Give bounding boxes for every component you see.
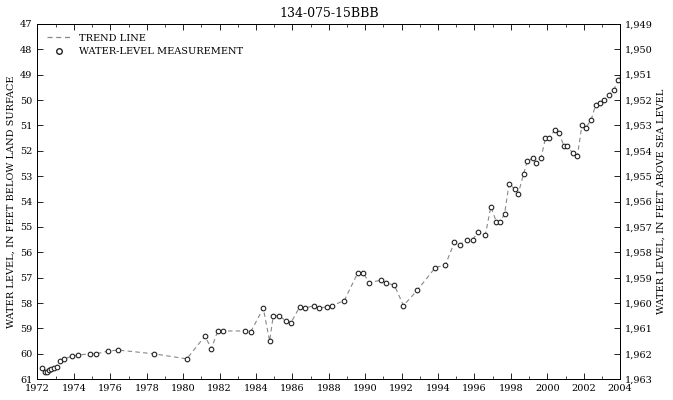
Point	[46, 366, 57, 372]
Point	[440, 262, 451, 268]
Point	[55, 358, 65, 365]
Point	[499, 211, 510, 218]
Point	[398, 302, 409, 309]
Point	[245, 329, 256, 336]
Point	[559, 142, 569, 149]
Point	[59, 356, 69, 362]
Point	[294, 304, 305, 310]
Point	[182, 356, 192, 362]
Point	[485, 204, 496, 210]
Point	[462, 236, 472, 243]
Point	[112, 347, 123, 353]
Point	[240, 328, 250, 334]
Point	[90, 351, 101, 357]
Point	[491, 219, 501, 225]
Point	[285, 320, 296, 326]
Point	[48, 364, 59, 371]
Point	[51, 363, 62, 370]
Point	[549, 127, 560, 134]
Point	[595, 99, 606, 106]
Point	[218, 328, 229, 334]
Point	[531, 160, 542, 167]
Point	[613, 76, 624, 83]
Point	[67, 353, 77, 360]
Point	[495, 219, 505, 225]
Point	[544, 135, 555, 141]
Point	[40, 368, 50, 375]
Point	[281, 318, 291, 324]
Point	[206, 346, 217, 352]
Legend: TREND LINE, WATER-LEVEL MEASUREMENT: TREND LINE, WATER-LEVEL MEASUREMENT	[42, 29, 248, 61]
Point	[430, 264, 441, 271]
Point	[522, 158, 532, 164]
Point	[85, 351, 96, 357]
Point	[327, 302, 338, 309]
Point	[376, 277, 386, 284]
Point	[363, 280, 374, 286]
Point	[264, 338, 275, 344]
Point	[509, 186, 520, 192]
Title: 134-075-15BBB: 134-075-15BBB	[279, 7, 379, 20]
Point	[102, 348, 113, 354]
Point	[412, 287, 423, 294]
Point	[449, 239, 460, 245]
Point	[268, 312, 279, 319]
Point	[604, 92, 614, 98]
Point	[467, 236, 478, 243]
Point	[200, 333, 211, 339]
Point	[353, 270, 363, 276]
Point	[590, 102, 601, 108]
Point	[586, 117, 596, 124]
Point	[273, 312, 284, 319]
Point	[518, 170, 529, 177]
Point	[513, 191, 524, 197]
Point	[627, 102, 637, 108]
Point	[567, 150, 578, 156]
Point	[608, 87, 619, 93]
Point	[72, 352, 83, 358]
Point	[528, 155, 538, 162]
Point	[503, 180, 514, 187]
Point	[339, 297, 350, 304]
Point	[299, 305, 310, 311]
Point	[42, 368, 53, 375]
Point	[577, 122, 588, 129]
Point	[622, 84, 633, 90]
Point	[562, 142, 573, 149]
Point	[454, 242, 465, 248]
Point	[309, 302, 320, 309]
Point	[580, 125, 591, 131]
Y-axis label: WATER LEVEL, IN FEET ABOVE SEA LEVEL: WATER LEVEL, IN FEET ABOVE SEA LEVEL	[657, 89, 666, 314]
Point	[358, 270, 369, 276]
Point	[389, 282, 400, 288]
Point	[572, 153, 583, 159]
Point	[149, 351, 160, 357]
Point	[536, 155, 546, 162]
Point	[44, 367, 55, 374]
Point	[213, 328, 223, 334]
Point	[381, 280, 392, 286]
Point	[616, 74, 627, 80]
Point	[258, 305, 269, 311]
Point	[598, 97, 609, 103]
Point	[314, 305, 324, 311]
Point	[472, 229, 483, 235]
Point	[480, 231, 491, 238]
Point	[540, 135, 551, 141]
Point	[322, 304, 332, 310]
Y-axis label: WATER LEVEL, IN FEET BELOW LAND SURFACE: WATER LEVEL, IN FEET BELOW LAND SURFACE	[7, 75, 16, 328]
Point	[554, 130, 565, 136]
Point	[36, 364, 47, 371]
